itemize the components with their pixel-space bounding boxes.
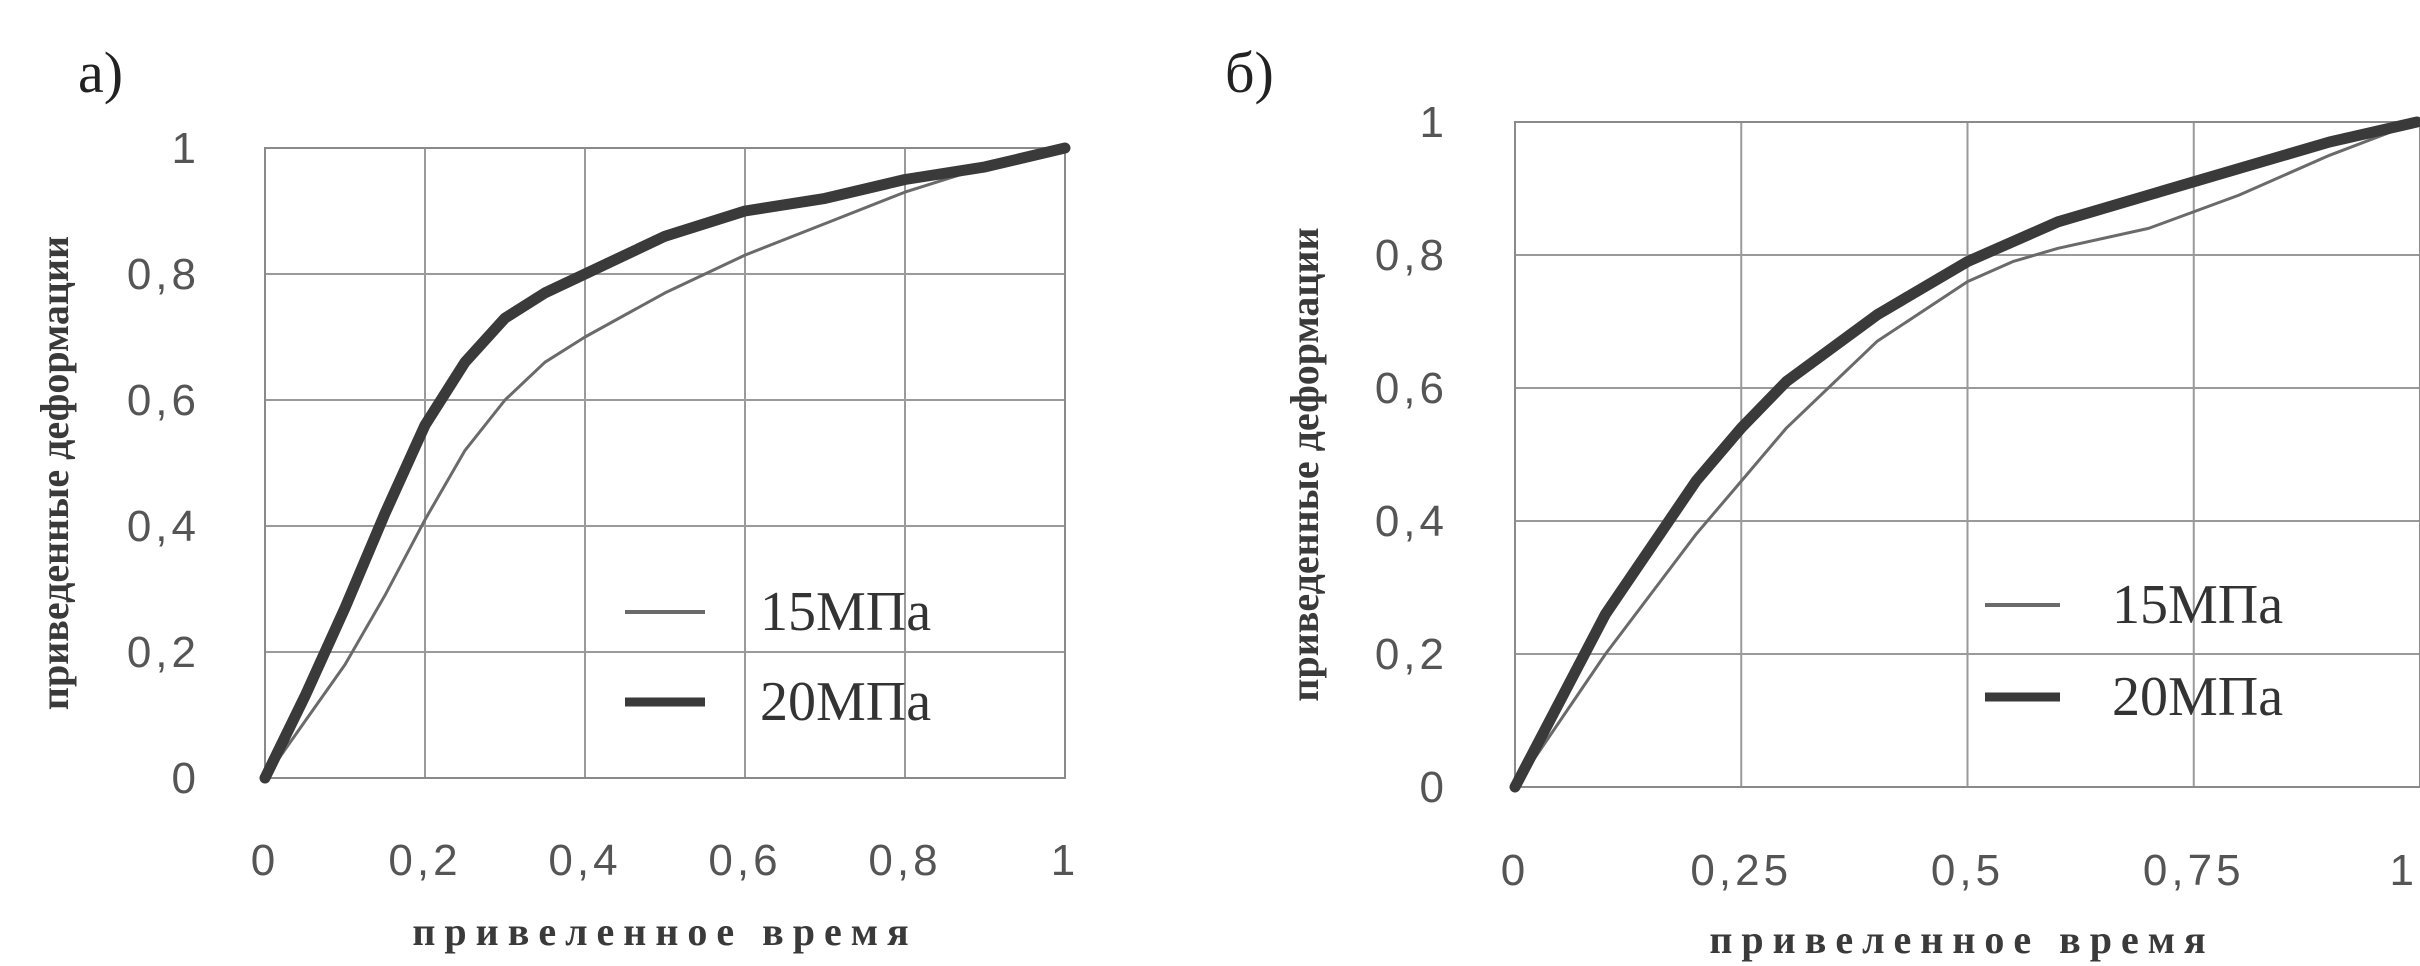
x-tick-label: 0 [251,836,279,885]
legend-label: 15МПа [2112,574,2283,636]
y-axis-label: приведенные деформации [1282,227,1327,701]
plot-frame [1514,121,2420,788]
y-tick-label: 0,4 [127,502,200,551]
legend-label: 20МПа [760,671,931,733]
x-tick-label: 0 [1501,846,1529,895]
x-axis-label: привеленное время [412,909,917,954]
y-tick-label: 0,8 [1375,231,1448,280]
x-tick-label: 0,8 [868,836,941,885]
series-line-thin [1513,120,2419,789]
plot-frame [264,147,1066,779]
y-tick-label: 0,6 [1375,364,1448,413]
y-axis-label: приведенные деформации [32,236,77,710]
x-tick-label: 0,25 [1690,846,1792,895]
legend-label: 20МПа [2112,666,2283,728]
y-tick-label: 0,2 [127,628,200,677]
y-tick-label: 0,2 [1375,630,1448,679]
series-line-thick [259,142,1071,784]
legend: 15МПа 20МПа [1985,574,2283,728]
chart-panel-1: б) 0 0,25 0,5 0,75 1 0 0,2 0,4 0,6 0,8 1 приведенные… [1225,40,2420,962]
y-tick-label: 1 [172,124,200,173]
y-tick-label: 0,4 [1375,497,1448,546]
series-line-thick [1509,116,2420,793]
y-tick-label: 0,6 [127,376,200,425]
x-tick-label: 0,75 [2143,846,2245,895]
x-tick-label: 0,2 [388,836,461,885]
legend-label: 15МПа [760,581,931,643]
legend: 15МПа 20МПа [625,581,931,733]
y-tick-label: 0 [1420,763,1448,812]
grid [264,147,1066,779]
y-tick-label: 1 [1420,98,1448,147]
chart-panel-0: а) 0 0,2 0,4 0,6 0,8 1 0 0,2 0,4 0,6 0,8 1 приведенны… [32,40,1079,954]
x-tick-label: 1 [1051,836,1079,885]
series-line-thin [263,146,1067,780]
y-tick-label: 0,8 [127,250,200,299]
x-tick-label: 0,5 [1931,846,2004,895]
x-axis-label: привеленное время [1709,917,2214,962]
y-tick-label: 0 [172,754,200,803]
grid [1514,121,2420,788]
x-tick-label: 0,4 [548,836,621,885]
x-tick-label: 1 [2390,846,2418,895]
x-tick-label: 0,6 [708,836,781,885]
panel-label: б) [1225,40,1274,105]
panel-label: а) [78,40,123,105]
